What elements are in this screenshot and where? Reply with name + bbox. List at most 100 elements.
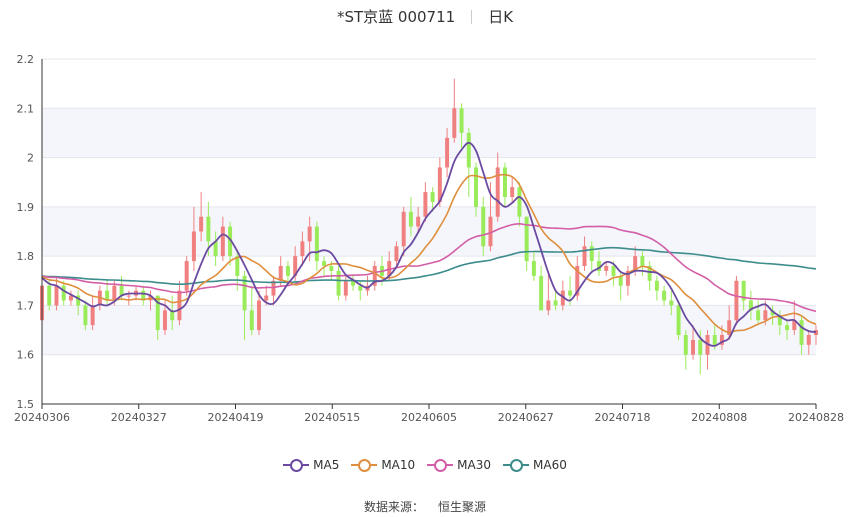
candle-body	[220, 226, 225, 257]
candle-body	[199, 216, 204, 232]
candle-body	[459, 108, 464, 133]
candle-body	[691, 339, 696, 355]
candle-body	[560, 290, 565, 306]
candle-body	[126, 295, 131, 297]
candle-body	[141, 290, 146, 301]
candle-body	[546, 300, 551, 311]
candle-body	[177, 290, 182, 321]
candle-body	[343, 280, 348, 296]
grid-bands	[42, 108, 816, 355]
ma5-line	[41, 141, 817, 347]
title-separator	[471, 10, 473, 24]
candle-body	[235, 256, 240, 276]
legend-item-ma30[interactable]: MA30	[427, 458, 491, 472]
candle-body	[683, 335, 688, 355]
candle-body	[502, 167, 507, 197]
candle-body	[322, 261, 327, 266]
ma60-line	[41, 246, 817, 286]
legend-label: MA10	[381, 458, 416, 472]
candle-body	[799, 320, 804, 345]
axes: 1.5 1.6 1.7 1.8 1.9 2 2.1 2.2 20240306 20240327 20…	[14, 53, 844, 424]
candle-body	[445, 137, 450, 168]
x-tick-label: 20240828	[788, 411, 844, 424]
candle-body	[806, 335, 811, 345]
candle-body	[191, 231, 196, 262]
y-tick-label: 1.9	[17, 201, 35, 214]
candle-body	[249, 310, 254, 331]
legend-label: MA60	[533, 458, 567, 472]
candle-body	[785, 325, 790, 331]
candle-body	[654, 280, 659, 291]
x-tick-label: 20240808	[691, 411, 747, 424]
candle-body	[155, 295, 160, 331]
candle-body	[76, 295, 81, 306]
candle-body	[510, 187, 515, 197]
legend-item-ma10[interactable]: MA10	[351, 458, 415, 472]
candle-body	[112, 285, 117, 301]
period-label: 日K	[488, 8, 514, 26]
candle-body	[213, 241, 218, 257]
candle-body	[47, 285, 52, 306]
candle-body	[257, 300, 261, 331]
candle-body	[387, 261, 392, 276]
candle-body	[54, 285, 59, 306]
candle-body	[228, 226, 233, 257]
candle-body	[285, 266, 290, 276]
candle-body	[90, 305, 95, 326]
candle-body	[517, 187, 522, 217]
candle-body	[437, 167, 442, 202]
candle-body	[770, 310, 775, 316]
candle-body	[278, 266, 283, 281]
candle-body	[416, 216, 421, 227]
x-tick-label: 20240718	[595, 411, 651, 424]
candle-body	[162, 310, 167, 331]
candle-body	[756, 310, 761, 321]
legend-item-ma5[interactable]: MA5	[283, 458, 339, 472]
y-tick-label: 2.2	[17, 53, 35, 66]
candle-body	[61, 285, 66, 301]
candle-body	[466, 132, 471, 168]
legend-marker	[503, 459, 530, 472]
candle-body	[597, 261, 601, 271]
candle-body	[662, 290, 667, 301]
candle-body	[777, 315, 782, 326]
candle-body	[452, 108, 457, 138]
y-tick-label: 1.8	[17, 250, 35, 263]
data-source: 数据来源： 恒生聚源	[0, 498, 850, 515]
candle-body	[698, 339, 703, 355]
x-tick-label: 20240627	[498, 411, 554, 424]
candle-body	[242, 275, 247, 311]
candle-body	[293, 256, 298, 276]
legend: MA5 MA10 MA30 MA60	[0, 458, 850, 474]
legend-marker	[351, 459, 378, 472]
candle-body	[170, 310, 175, 321]
legend-item-ma60[interactable]: MA60	[503, 458, 567, 472]
x-tick-label: 20240605	[401, 411, 457, 424]
candle-body	[618, 275, 623, 286]
y-tick-label: 1.7	[17, 299, 35, 312]
candle-body	[300, 241, 305, 257]
candle-body	[676, 305, 681, 335]
candle-body	[604, 266, 609, 271]
chart-title: *ST京蓝 000711	[336, 8, 456, 26]
candle-body	[105, 290, 110, 301]
candle-body	[531, 261, 536, 276]
candle-body	[329, 266, 334, 271]
candle-body	[712, 335, 717, 345]
candle-body	[719, 335, 724, 345]
candle-body	[119, 285, 124, 296]
moving-average-lines	[41, 141, 817, 347]
candle-body	[647, 266, 652, 281]
source-label: 数据来源：	[363, 500, 424, 514]
y-tick-label: 2.1	[17, 102, 35, 115]
candle-body	[582, 246, 587, 266]
candle-body	[351, 280, 356, 286]
x-tick-label: 20240419	[208, 411, 264, 424]
candle-body	[68, 295, 73, 301]
candle-body	[358, 285, 363, 291]
candle-body	[814, 330, 818, 335]
y-tick-label: 2	[27, 152, 34, 165]
candle-body	[633, 256, 638, 271]
candle-body	[539, 275, 544, 311]
legend-label: MA5	[313, 458, 340, 472]
